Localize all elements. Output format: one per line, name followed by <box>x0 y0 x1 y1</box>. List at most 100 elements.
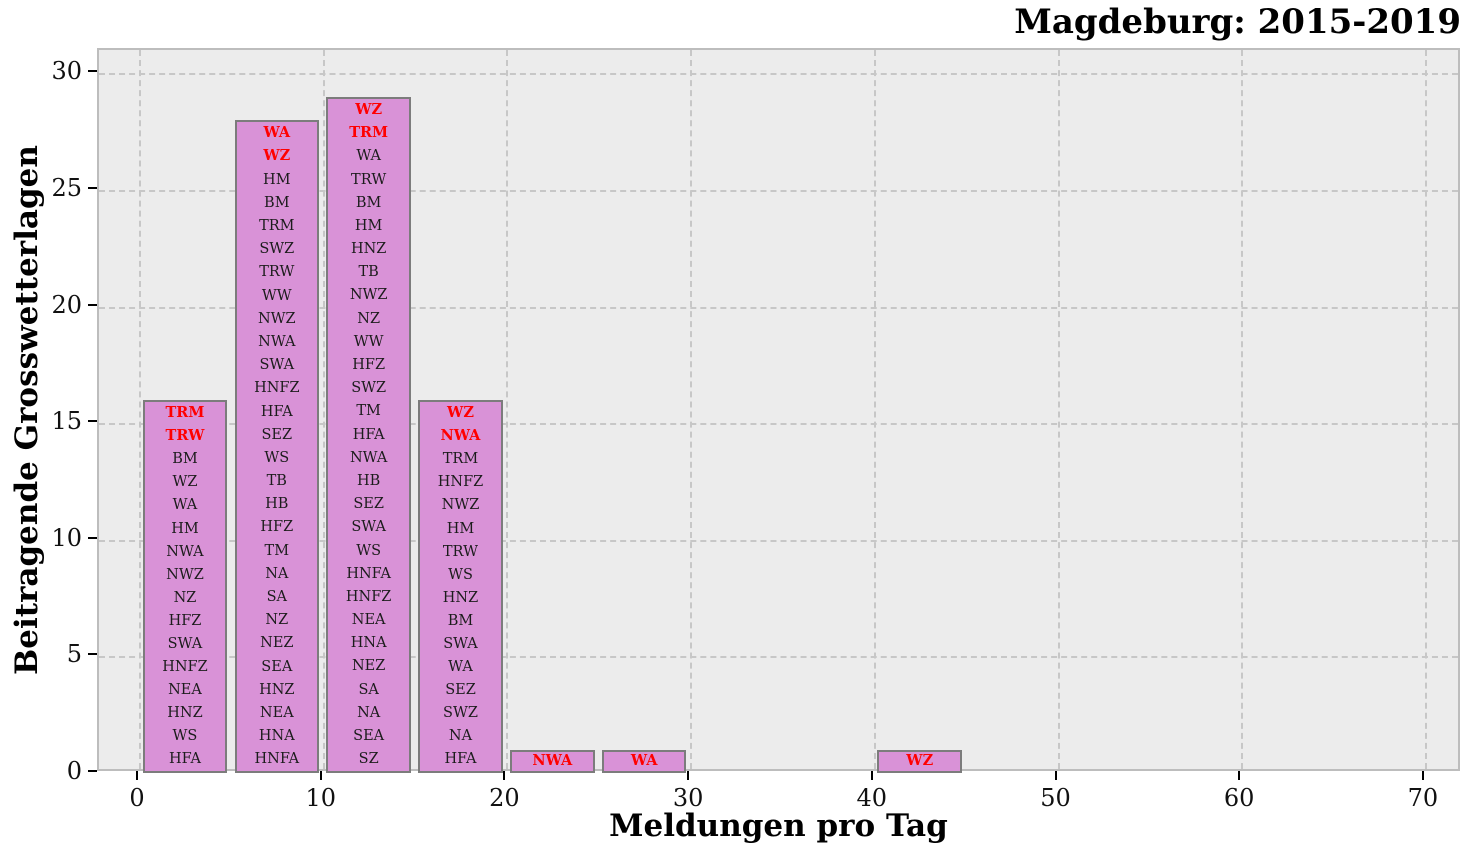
bar-label: BM <box>172 451 198 468</box>
bar-label: SEA <box>353 728 385 745</box>
bar-label: WS <box>356 542 382 559</box>
bar-label: TM <box>356 403 381 420</box>
histogram-bar: WA <box>601 749 687 773</box>
bar-label: WA <box>448 658 473 675</box>
bar-label: BM <box>355 194 382 211</box>
bar-label-highlight: WZ <box>355 100 383 118</box>
bar-label: TRW <box>442 543 479 560</box>
bar-label: HNZ <box>350 241 387 258</box>
bar-label: NA <box>265 565 289 582</box>
bar-label: BM <box>447 612 474 629</box>
x-tick-mark <box>1421 771 1424 780</box>
y-tick-label: 20 <box>51 290 82 319</box>
histogram-bar: WZ TRM WA TRW BM HM HNZ TB NWZ NZ WW HFZ SWZ TM HFA NWA… <box>326 96 411 773</box>
grid-line-horizontal <box>99 306 1458 309</box>
bar-label: HNA <box>258 728 295 745</box>
x-tick-mark <box>503 771 506 780</box>
bar-label: NWZ <box>441 497 480 514</box>
bar-label-highlight: WZ <box>906 752 934 770</box>
bar-label: TRW <box>259 264 295 281</box>
bar-label: NEZ <box>260 635 294 652</box>
bar-label-highlight: WA <box>263 124 291 142</box>
bar-label-highlight: WA <box>630 752 658 770</box>
bar-label: SWZ <box>443 705 478 722</box>
bar-label: HB <box>265 496 289 513</box>
grid-line-horizontal <box>99 539 1458 542</box>
histogram-bar: NWA <box>510 749 595 773</box>
bar-label: HNFA <box>346 565 391 582</box>
y-tick-mark <box>88 70 97 73</box>
y-tick-mark <box>88 653 97 656</box>
y-tick-label: 0 <box>66 757 82 785</box>
grid-line-horizontal <box>99 73 1458 76</box>
bar-label-highlight: NWA <box>440 427 481 445</box>
bar-label: SWA <box>351 519 386 536</box>
bar-label: HB <box>356 472 381 489</box>
bar-label: SA <box>358 681 379 698</box>
bar-label: HFA <box>444 751 477 768</box>
bar-label: HM <box>263 171 291 188</box>
bar-label: HNZ <box>167 705 203 722</box>
bar-label: WS <box>172 728 198 745</box>
plot-area: TRM TRW BM WZ WA HM NWA NWZ NZ HFZ SWA HNFZ NEA HNZ WS… <box>97 48 1460 773</box>
grid-line-vertical <box>690 50 693 769</box>
bar-label: NEZ <box>351 658 386 675</box>
bar-label: SWA <box>259 357 295 374</box>
bar-label: WW <box>353 333 384 350</box>
bar-label: HNFZ <box>254 380 300 397</box>
bar-label: WA <box>172 497 198 514</box>
bar-label-highlight: TRW <box>165 427 205 445</box>
bar-label: HNZ <box>259 681 295 698</box>
bar-label: NWZ <box>166 566 204 583</box>
bar-label-highlight: WZ <box>263 147 291 165</box>
y-tick-mark <box>88 770 97 772</box>
bar-label: NA <box>357 704 381 721</box>
x-tick-mark <box>1238 771 1241 780</box>
bar-label: BM <box>264 194 290 211</box>
y-tick-mark <box>88 303 97 306</box>
bar-label: SEA <box>261 658 293 675</box>
y-tick-label: 15 <box>51 407 82 436</box>
bar-label: HFZ <box>168 612 202 629</box>
bar-label: HFA <box>260 403 293 420</box>
x-tick-label: 20 <box>489 784 520 812</box>
grid-line-horizontal <box>99 656 1458 659</box>
histogram-bar: WA WZ HM BM TRM SWZ TRW WW NWZ NWA SWA HNFZ HFA SEZ WS… <box>234 119 320 773</box>
y-tick-label: 5 <box>66 640 82 669</box>
histogram-bar: WZ NWA TRM HNFZ NWZ HM TRW WS HNZ BM SWA WA SEZ SWZ NA… <box>418 399 503 773</box>
bar-label: SWZ <box>351 380 387 397</box>
grid-line-vertical <box>139 50 142 769</box>
x-tick-mark <box>319 771 322 780</box>
bar-label-highlight: TRM <box>349 124 389 142</box>
bar-label: HM <box>171 520 199 537</box>
x-tick-mark <box>1054 771 1057 780</box>
bar-label: HFA <box>352 426 385 443</box>
bar-label: NZ <box>357 310 381 327</box>
grid-line-vertical <box>873 50 876 769</box>
bar-label: NZ <box>173 589 197 606</box>
y-tick-label: 10 <box>51 523 82 552</box>
histogram-bar: TRM TRW BM WZ WA HM NWA NWZ NZ HFZ SWA HNFZ NEA HNZ WS… <box>142 399 228 773</box>
bar-label: NZ <box>265 612 289 629</box>
y-tick-mark <box>88 420 97 423</box>
bar-label: SWA <box>443 635 478 652</box>
bar-label: NWA <box>258 333 296 350</box>
x-tick-label: 50 <box>1040 784 1071 812</box>
bar-label-highlight: TRM <box>165 404 205 422</box>
bar-label: WW <box>261 287 292 304</box>
histogram-bar: WZ <box>877 749 962 773</box>
bar-label: TB <box>266 473 287 490</box>
y-tick-label: 25 <box>51 173 82 202</box>
bar-label: NA <box>448 728 473 745</box>
bar-label: HM <box>354 217 383 234</box>
bar-label: SZ <box>358 751 379 768</box>
bar-label: TRM <box>259 218 295 235</box>
x-tick-label: 40 <box>856 784 888 812</box>
x-tick-label: 60 <box>1223 784 1255 812</box>
y-axis-label: Beitragende Grosswetterlagen <box>9 145 45 675</box>
grid-line-vertical <box>1241 50 1244 769</box>
grid-line-vertical <box>1057 50 1060 769</box>
bar-label: HNFZ <box>437 474 484 491</box>
bar-label: HNFZ <box>345 588 392 605</box>
